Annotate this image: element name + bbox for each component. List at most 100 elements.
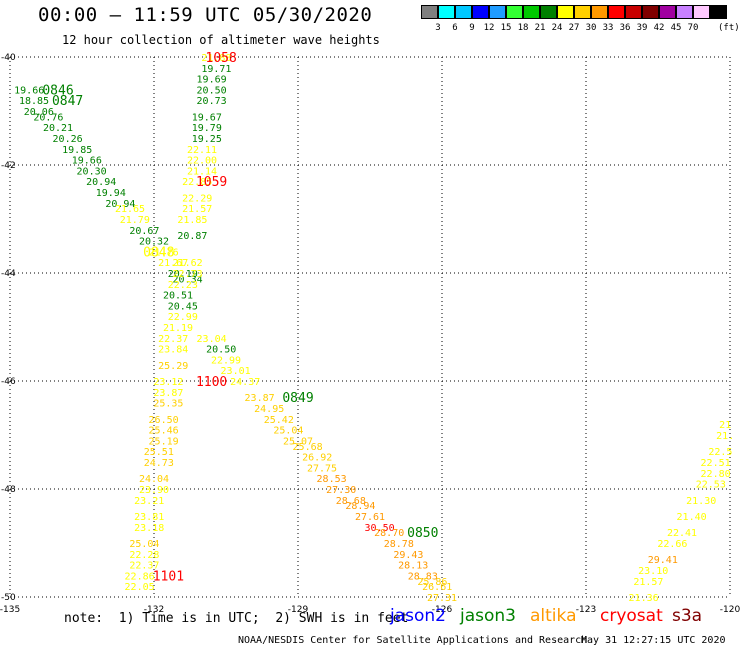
wave-height-label: 25.86 <box>417 577 447 588</box>
wave-height-label: 23.12 <box>153 377 183 388</box>
wave-height-label: 22.37 <box>129 561 159 572</box>
wave-height-label: 20.19 <box>168 269 198 280</box>
wave-height-label: 21.30 <box>686 496 716 507</box>
wave-height-label: 21. <box>716 431 734 442</box>
scale-swatch <box>472 5 489 19</box>
wave-height-label: 23.21 <box>134 496 164 507</box>
scale-swatch <box>676 5 693 19</box>
wave-height-label: 28.83 <box>408 571 438 582</box>
legend-altika: altika <box>530 606 577 626</box>
wave-height-label: 24.95 <box>254 404 284 415</box>
wave-height-label: 28.78 <box>384 539 414 550</box>
wave-height-label: 22.99 <box>168 312 198 323</box>
scale-swatch <box>642 5 659 19</box>
wave-height-label: 25.51 <box>144 447 174 458</box>
scale-label: 12 <box>483 23 495 33</box>
wave-height-label: 21.62 <box>173 258 203 269</box>
lat-tick-label: -44 <box>1 269 16 279</box>
lat-tick-label: -48 <box>1 485 16 495</box>
wave-height-label: 25.04 <box>129 539 159 550</box>
wave-height-label: 19.71 <box>201 64 231 75</box>
wave-height-label: 20.94 <box>86 177 116 188</box>
lon-tick-label: -123 <box>576 605 596 615</box>
wave-height-label: 20.67 <box>129 226 159 237</box>
wave-height-label: 20.73 <box>197 96 227 107</box>
pass-time-label: 1101 <box>153 569 184 584</box>
wave-height-label: 28.53 <box>317 474 347 485</box>
wave-height-label: 28.13 <box>398 561 428 572</box>
wave-height-label: 25.04 <box>273 426 303 437</box>
wave-height-label: 22.51 <box>701 458 731 469</box>
wave-height-label: 19.67 <box>192 112 222 123</box>
wave-height-label: 19.69 <box>197 75 227 86</box>
scale-swatch <box>421 5 438 19</box>
wave-height-label: 20.94 <box>105 199 135 210</box>
wave-height-label: 22.11 <box>187 145 217 156</box>
scale-swatch <box>659 5 676 19</box>
wave-height-label: 25.42 <box>264 415 294 426</box>
wave-height-label: 23.87 <box>153 388 183 399</box>
wave-height-label: 20.50 <box>197 85 227 96</box>
wave-height-label: 23.87 <box>245 393 275 404</box>
wave-height-label: 23.81 <box>134 512 164 523</box>
scale-label: 3 <box>435 23 441 33</box>
scale-label: 70 <box>687 23 699 33</box>
wave-height-label: 25.46 <box>149 426 179 437</box>
wave-height-label: 21.88 <box>201 53 231 64</box>
wave-height-label: 22.53 <box>696 480 726 491</box>
scale-label: 24 <box>551 23 563 33</box>
scale-swatch <box>455 5 472 19</box>
wave-height-label: 21.65 <box>115 204 145 215</box>
wave-height-label: 20.34 <box>173 274 203 285</box>
map-title: 00:00 – 11:59 UTC 05/30/2020 <box>38 4 373 26</box>
scale-label: 36 <box>619 23 631 33</box>
wave-height-label: 23.18 <box>134 523 164 534</box>
scale-label: 27 <box>568 23 580 33</box>
wave-height-label: 22.28 <box>129 550 159 561</box>
wave-height-label: 20.76 <box>33 112 63 123</box>
scale-swatch <box>574 5 591 19</box>
wave-height-label: 22.99 <box>211 355 241 366</box>
credit-line: NOAA/NESDIS Center for Satellite Applica… <box>238 635 588 646</box>
wave-height-label: 19.94 <box>96 188 126 199</box>
tick-labels: -40 -42 -44 -46 -48 -50 -135 -132 -129 -126 -123 -1… <box>0 53 740 615</box>
wave-height-label: 20.06 <box>24 107 54 118</box>
wave-height-label: 20.45 <box>168 301 198 312</box>
wave-height-label: 26.61 <box>422 582 452 593</box>
wave-height-label: 19.85 <box>62 145 92 156</box>
wave-height-label: 22.05 <box>125 582 155 593</box>
wave-height-label: 21 <box>719 420 731 431</box>
wave-height-label: 23.84 <box>158 345 188 356</box>
scale-swatch <box>591 5 608 19</box>
lon-tick-label: -135 <box>0 605 20 615</box>
wave-height-label: 25.19 <box>149 436 179 447</box>
wave-height-label: 19.79 <box>192 123 222 134</box>
lon-tick-label: -129 <box>288 605 309 615</box>
wave-height-label: 20.26 <box>53 134 83 145</box>
wave-height-label: 20.50 <box>206 345 236 356</box>
legend-jason3: jason3 <box>460 606 516 626</box>
wave-height-label: 27.61 <box>355 512 385 523</box>
scale-label: 6 <box>452 23 458 33</box>
wave-height-label: 27.31 <box>427 593 457 604</box>
wave-height-label: 22.00 <box>187 156 217 167</box>
wave-height-label: 24.37 <box>230 377 260 388</box>
wave-height-label: 21.57 <box>182 204 212 215</box>
pass-time-label: 0850 <box>407 526 438 541</box>
wave-height-label: 21.57 <box>633 577 663 588</box>
generated-timestamp: May 31 12:27:15 UTC 2020 <box>581 635 726 646</box>
wave-height-label: 20.30 <box>77 166 107 177</box>
scale-label: 18 <box>517 23 529 33</box>
wave-height-label: 22.80 <box>701 469 731 480</box>
scale-swatch <box>540 5 557 19</box>
grid-lines <box>9 56 731 598</box>
wave-height-label: 27.30 <box>326 485 356 496</box>
wave-height-label: 25.68 <box>293 442 323 453</box>
scale-label: 33 <box>602 23 614 33</box>
scale-label: 21 <box>534 23 546 33</box>
wave-height-label: 22.73 <box>173 269 203 280</box>
observations: 19.6618.8520.0620.7620.2120.2619.8519.66… <box>14 53 734 604</box>
wave-height-label: 29.41 <box>648 555 678 566</box>
